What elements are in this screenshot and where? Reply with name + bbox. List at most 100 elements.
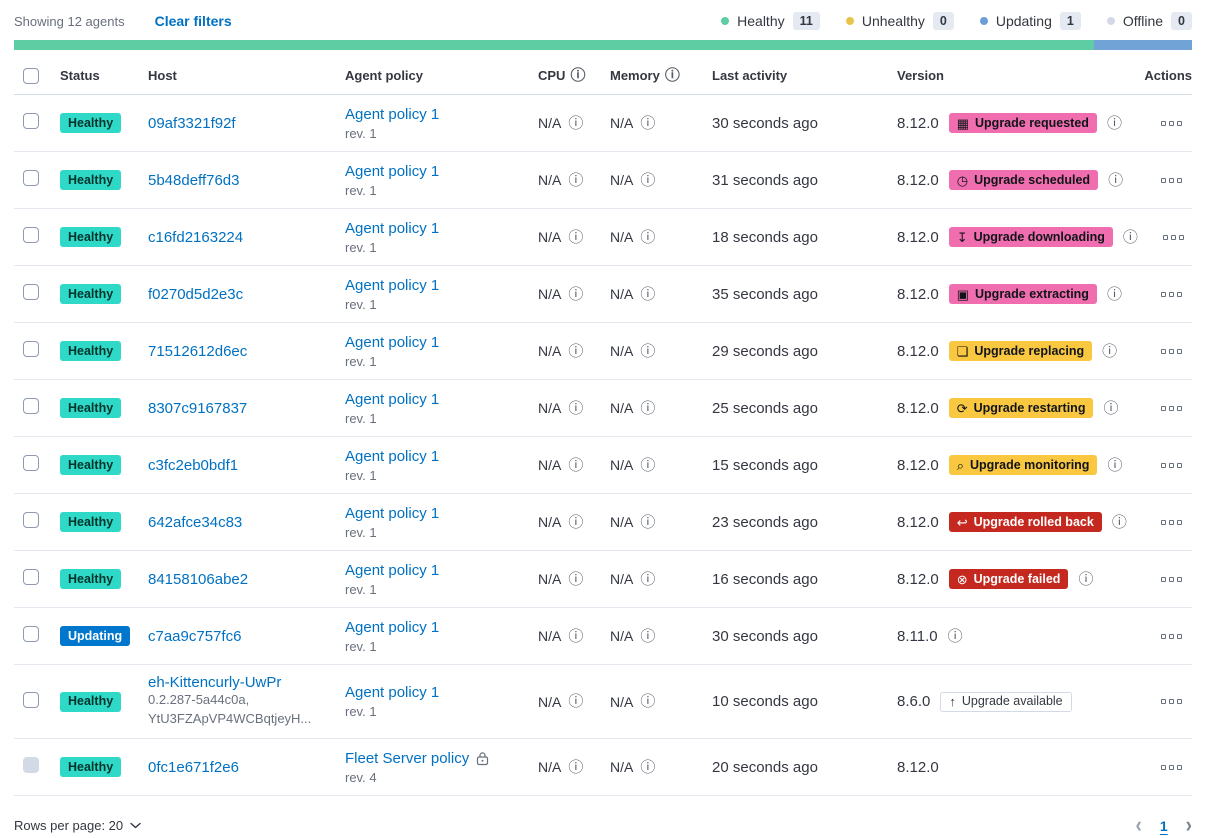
table-row: Healthy 84158106abe2 Agent policy 1 rev.… [14,551,1192,608]
info-icon[interactable]: ⓘ [570,67,586,84]
row-actions-button[interactable] [1159,573,1184,586]
agent-policy-link[interactable]: Fleet Server policy [345,749,470,767]
upgrade-details-info-icon[interactable]: ⓘ [1111,513,1127,531]
row-actions-button[interactable] [1159,630,1184,643]
upgrade-details-info-icon[interactable]: ⓘ [1102,342,1118,360]
row-checkbox[interactable] [23,455,39,471]
info-icon[interactable]: ⓘ [568,171,584,189]
clear-filters-link[interactable]: Clear filters [154,13,232,29]
row-actions-button[interactable] [1159,117,1184,130]
upgrade-details-info-icon[interactable]: ⓘ [1107,456,1123,474]
info-icon[interactable]: ⓘ [568,456,584,474]
upgrade-status-badge: ⊗ Upgrade failed [948,569,1069,589]
host-link[interactable]: c3fc2eb0bdf1 [148,456,239,474]
host-link[interactable]: 84158106abe2 [148,570,249,588]
upgrade-status-label: Upgrade failed [973,571,1061,586]
row-actions-button[interactable] [1159,459,1184,472]
host-link[interactable]: 09af3321f92f [148,114,236,132]
info-icon[interactable]: ⓘ [568,114,584,132]
agent-policy-link[interactable]: Agent policy 1 [345,504,440,522]
info-icon[interactable]: ⓘ [640,114,656,132]
last-activity-value: 35 seconds ago [712,285,818,303]
info-icon[interactable]: ⓘ [640,570,656,588]
row-actions-button[interactable] [1159,695,1184,708]
upgrade-details-info-icon[interactable]: ⓘ [1106,114,1122,132]
info-icon[interactable]: ⓘ [568,627,584,645]
host-link[interactable]: c16fd2163224 [148,228,244,246]
agent-policy-link[interactable]: Agent policy 1 [345,561,440,579]
host-link[interactable]: c7aa9c757fc6 [148,627,242,645]
upgrade-details-info-icon[interactable]: ⓘ [1078,570,1094,588]
upgrade-details-info-icon[interactable]: ⓘ [1122,228,1138,246]
row-actions-button[interactable] [1159,288,1184,301]
row-actions-button[interactable] [1159,174,1184,187]
agent-policy-link[interactable]: Agent policy 1 [345,276,440,294]
agent-policy-link[interactable]: Agent policy 1 [345,219,440,237]
select-all-checkbox[interactable] [23,67,39,84]
row-checkbox[interactable] [23,569,39,585]
agent-policy-link[interactable]: Agent policy 1 [345,618,440,636]
row-actions-button[interactable] [1159,761,1184,774]
host-link[interactable]: eh-Kittencurly-UwPr [148,674,282,692]
row-actions-button[interactable] [1159,345,1184,358]
row-actions-button[interactable] [1161,231,1186,244]
upgrade-details-info-icon[interactable]: ⓘ [1108,171,1124,189]
row-checkbox[interactable] [23,341,39,357]
info-icon[interactable]: ⓘ [640,342,656,360]
row-actions-button[interactable] [1159,516,1184,529]
upgrade-details-info-icon[interactable]: ⓘ [947,627,963,645]
host-link[interactable]: f0270d5d2e3c [148,285,244,303]
memory-value: N/A [610,457,634,473]
info-icon[interactable]: ⓘ [640,456,656,474]
agent-policy-link[interactable]: Agent policy 1 [345,105,440,123]
rows-per-page-button[interactable]: Rows per page: 20 [14,818,141,833]
info-icon[interactable]: ⓘ [664,67,680,84]
host-link[interactable]: 8307c9167837 [148,399,248,417]
upgrade-details-info-icon[interactable]: ⓘ [1106,285,1122,303]
row-checkbox[interactable] [23,398,39,414]
row-checkbox[interactable] [23,691,39,708]
status-badge: Healthy [60,227,122,247]
info-icon[interactable]: ⓘ [640,627,656,645]
info-icon[interactable]: ⓘ [640,513,656,531]
host-link[interactable]: 5b48deff76d3 [148,171,240,189]
agent-policy-link[interactable]: Agent policy 1 [345,447,440,465]
host-link[interactable]: 642afce34c83 [148,513,243,531]
row-checkbox[interactable] [23,113,39,129]
info-icon[interactable]: ⓘ [568,693,584,710]
row-checkbox[interactable] [23,757,39,773]
agent-policy-link[interactable]: Agent policy 1 [345,684,440,701]
info-icon[interactable]: ⓘ [640,171,656,189]
page-number-1[interactable]: 1 [1159,817,1168,834]
agent-policy-link[interactable]: Agent policy 1 [345,333,440,351]
row-checkbox[interactable] [23,626,39,642]
info-icon[interactable]: ⓘ [568,342,584,360]
info-icon[interactable]: ⓘ [568,399,584,417]
info-icon[interactable]: ⓘ [640,399,656,417]
upgrade-details-info-icon[interactable]: ⓘ [1103,399,1119,417]
info-icon[interactable]: ⓘ [640,693,656,710]
row-checkbox[interactable] [23,284,39,300]
agent-policy-link[interactable]: Agent policy 1 [345,162,440,180]
next-page-button[interactable]: › [1185,813,1192,838]
row-checkbox[interactable] [23,227,39,243]
upgrade-status-icon: ❏ [956,343,969,359]
info-icon[interactable]: ⓘ [640,285,656,303]
upgrade-status-badge: ⟳ Upgrade restarting [948,398,1094,418]
info-icon[interactable]: ⓘ [640,758,656,776]
info-icon[interactable]: ⓘ [568,513,584,531]
row-actions-button[interactable] [1159,402,1184,415]
info-icon[interactable]: ⓘ [568,285,584,303]
info-icon[interactable]: ⓘ [640,228,656,246]
status-badge: Healthy [60,170,122,190]
host-link[interactable]: 0fc1e671f2e6 [148,758,239,776]
row-checkbox[interactable] [23,512,39,528]
agent-policy-link[interactable]: Agent policy 1 [345,390,440,408]
host-link[interactable]: 71512612d6ec [148,342,248,360]
info-icon[interactable]: ⓘ [568,228,584,246]
upgrade-status-label: Upgrade requested [975,115,1089,130]
row-checkbox[interactable] [23,170,39,186]
info-icon[interactable]: ⓘ [568,570,584,588]
info-icon[interactable]: ⓘ [568,758,584,776]
previous-page-button[interactable]: ‹ [1135,813,1142,838]
